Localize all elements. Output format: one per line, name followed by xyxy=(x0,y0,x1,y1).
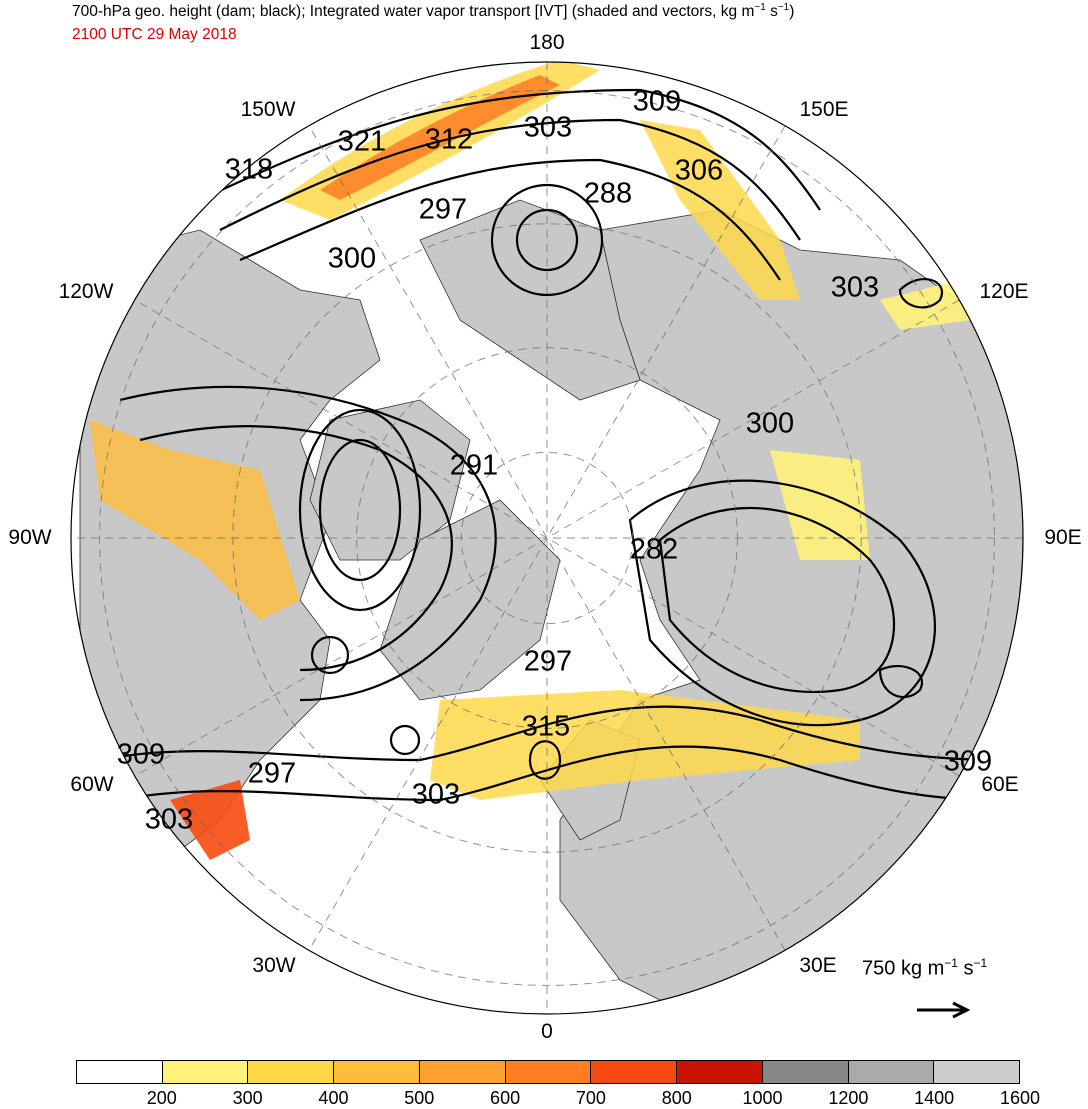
contour-label: 300 xyxy=(327,242,377,275)
colorbar-box xyxy=(591,1061,678,1083)
map-content xyxy=(71,62,1023,1014)
colorbar-tick-label: 400 xyxy=(318,1088,349,1108)
contour-line xyxy=(898,278,943,309)
contour-line xyxy=(658,506,895,694)
contour-label: 291 xyxy=(449,449,499,482)
reference-vector-label: 750 kg m−1 s−1 xyxy=(862,956,988,980)
ivt-pacific-core xyxy=(320,75,560,200)
colorbar-tick-label: 500 xyxy=(404,1088,435,1108)
longitude-label-180: 180 xyxy=(529,31,565,54)
contour-label: 303 xyxy=(144,803,194,836)
contour-label: 321 xyxy=(337,125,387,158)
contour-line xyxy=(99,705,1021,762)
colorbar-tick-label: 700 xyxy=(575,1088,606,1108)
contour-low-labrador xyxy=(310,635,350,675)
contour-line xyxy=(139,424,453,672)
longitude-label-120w: 120W xyxy=(58,280,114,303)
latitude-circle xyxy=(232,223,862,853)
contour-line xyxy=(119,385,497,702)
greenland-land xyxy=(379,499,561,701)
contour-label: 318 xyxy=(224,153,274,186)
longitude-label-90e: 90E xyxy=(1044,526,1082,549)
map-boundary xyxy=(70,61,1024,1015)
contour-low-baffin xyxy=(318,438,402,582)
chart-title: 700-hPa geo. height (dam; black); Integr… xyxy=(72,2,795,21)
contour-label: 309 xyxy=(632,85,682,118)
colorbar-box xyxy=(77,1061,163,1083)
colorbar-box xyxy=(162,1061,249,1083)
contour-label: 303 xyxy=(411,778,461,811)
colorbar-tick-label: 1200 xyxy=(828,1088,869,1108)
contour-line xyxy=(878,665,924,699)
contour-label: 312 xyxy=(424,123,474,156)
longitude-label-60e: 60E xyxy=(981,773,1019,796)
height-contours xyxy=(99,88,1021,802)
ivt-east-asia-band xyxy=(880,280,970,330)
contour-line xyxy=(628,479,936,727)
contour-label: 288 xyxy=(583,177,633,210)
contour-label: 300 xyxy=(745,407,795,440)
ivt-labrador-core xyxy=(170,780,250,860)
colorbar-tick-label: 800 xyxy=(661,1088,692,1108)
contour-label: 309 xyxy=(943,745,993,778)
latitude-circle xyxy=(356,347,738,729)
contour-label: 309 xyxy=(116,738,166,771)
contour-label: 303 xyxy=(830,271,880,304)
ivt-colorbar xyxy=(76,1060,1020,1084)
colorbar-box xyxy=(934,1061,1020,1083)
ivt-north-america-band xyxy=(90,420,300,620)
contour-line xyxy=(119,745,1011,802)
colorbar-box xyxy=(505,1061,592,1083)
latitude-circle xyxy=(99,90,995,986)
graticule xyxy=(71,62,1023,1014)
longitude-label-120e: 120E xyxy=(979,280,1029,303)
contour-label: 297 xyxy=(247,757,297,790)
longitude-label-60w: 60W xyxy=(70,773,114,796)
contour-line xyxy=(528,740,562,780)
reference-vector-arrow-icon xyxy=(917,1001,971,1019)
polar-stereographic-map xyxy=(70,61,1024,1015)
colorbar-box xyxy=(419,1061,506,1083)
colorbar-tick-label: 200 xyxy=(146,1088,177,1108)
contour-label: 315 xyxy=(521,710,571,743)
colorbar-box xyxy=(762,1061,849,1083)
longitude-label-150w: 150W xyxy=(240,98,296,121)
contour-label: 297 xyxy=(523,645,573,678)
longitude-label-150e: 150E xyxy=(799,98,849,121)
valid-time: 2100 UTC 29 May 2018 xyxy=(72,26,237,43)
contour-label: 303 xyxy=(523,111,573,144)
colorbar-tick-label: 300 xyxy=(232,1088,263,1108)
colorbar-tick-label: 1000 xyxy=(742,1088,783,1108)
longitude-label-0: 0 xyxy=(541,1020,553,1043)
contour-line xyxy=(239,158,781,281)
longitude-label-30w: 30W xyxy=(252,954,296,977)
contour-line xyxy=(219,118,801,241)
longitude-label-30e: 30E xyxy=(799,954,837,977)
contour-low-siberia xyxy=(490,183,604,297)
contour-low-greenland xyxy=(389,724,421,756)
colorbar-box xyxy=(677,1061,763,1083)
longitude-label-90w: 90W xyxy=(8,526,52,549)
ivt-central-asia-band xyxy=(770,450,870,560)
colorbar-box xyxy=(334,1061,420,1083)
contour-low-baffin xyxy=(298,408,422,612)
latitude-circle xyxy=(460,451,634,625)
colorbar-tick-label: 1400 xyxy=(914,1088,955,1108)
colorbar-tick-label: 1600 xyxy=(999,1088,1041,1108)
meridian-line xyxy=(308,125,786,951)
colorbar-box xyxy=(848,1061,935,1083)
contour-label: 297 xyxy=(418,193,468,226)
colorbar-tick-label: 600 xyxy=(490,1088,521,1108)
contour-label: 306 xyxy=(674,154,724,187)
contour-label: 282 xyxy=(629,533,679,566)
colorbar-box xyxy=(248,1061,335,1083)
